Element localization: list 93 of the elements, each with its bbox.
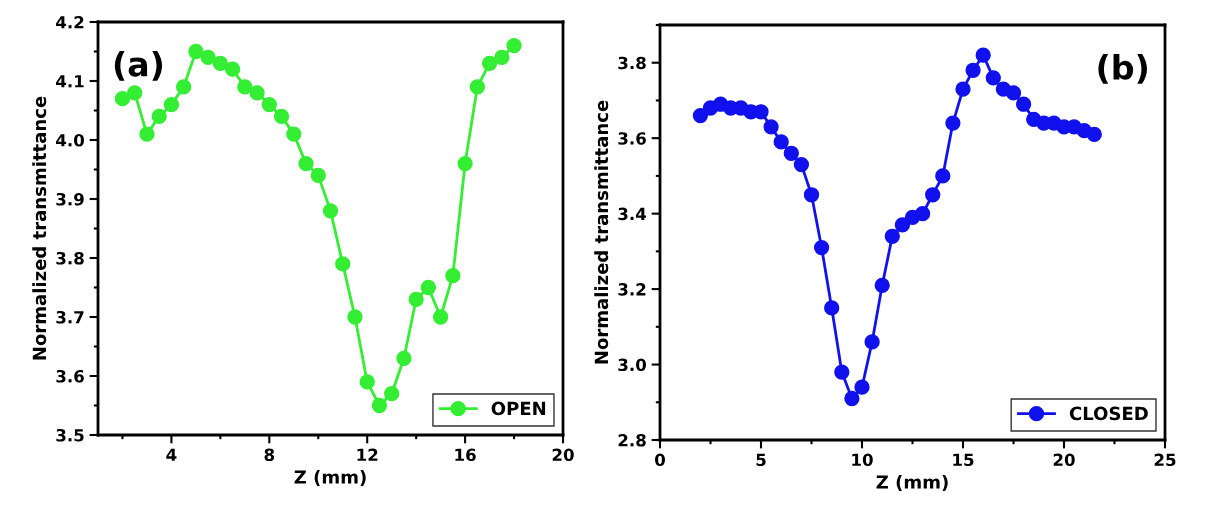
x-axis-title: Z (mm) <box>876 474 948 491</box>
x-tick-label: 8 <box>264 448 275 462</box>
y-tick-label: 3.9 <box>56 192 84 206</box>
point <box>945 115 961 131</box>
x-axis-title: Z (mm) <box>294 469 366 486</box>
point <box>408 291 424 307</box>
point <box>692 107 709 124</box>
legend-label: CLOSED <box>1069 406 1148 421</box>
point <box>1015 96 1032 112</box>
point <box>914 205 931 222</box>
point <box>469 79 485 95</box>
point <box>127 85 143 101</box>
point <box>212 55 229 71</box>
y-tick-label: 3.0 <box>618 358 647 372</box>
point <box>1005 85 1022 101</box>
y-tick-label: 2.8 <box>618 433 646 447</box>
annotation: (b) <box>1098 54 1147 84</box>
y-axis-title: Normalized transmittance <box>594 100 609 364</box>
point <box>237 79 253 95</box>
point <box>310 167 326 184</box>
y-tick-label: 3.6 <box>618 132 646 145</box>
point <box>335 256 351 272</box>
point <box>864 334 880 350</box>
legend-label: OPEN <box>491 401 546 416</box>
y-tick-label: 3.8 <box>56 251 84 265</box>
point <box>188 43 204 60</box>
point <box>824 300 840 316</box>
y-tick-label: 3.8 <box>618 56 646 70</box>
point <box>273 108 290 125</box>
point <box>151 108 167 125</box>
point <box>894 217 911 233</box>
point <box>420 279 437 296</box>
x-tick-label: 20 <box>552 448 574 462</box>
y-tick-label: 4.1 <box>56 75 84 88</box>
point <box>975 47 991 63</box>
point <box>286 126 302 142</box>
point <box>1086 126 1102 143</box>
point <box>249 85 265 101</box>
point <box>457 155 473 172</box>
point <box>803 187 820 203</box>
point <box>753 104 769 120</box>
point <box>844 390 860 407</box>
point <box>200 49 216 66</box>
point <box>955 81 971 97</box>
y-tick-label: 4.0 <box>56 133 85 147</box>
y-tick-label: 3.2 <box>618 283 646 296</box>
point <box>481 55 498 71</box>
point <box>793 156 810 173</box>
point <box>371 397 388 414</box>
point <box>384 386 400 402</box>
x-tick-label: 0 <box>655 453 665 467</box>
point <box>834 364 850 380</box>
point <box>763 119 779 135</box>
point <box>322 203 339 219</box>
point <box>224 61 241 77</box>
point <box>139 126 155 142</box>
point <box>445 268 461 284</box>
point <box>494 49 510 66</box>
y-tick-label: 4.2 <box>56 15 84 29</box>
point <box>925 187 941 203</box>
x-tick-label: 20 <box>1053 453 1075 467</box>
y-tick-label: 3.4 <box>618 207 647 221</box>
point <box>874 277 890 293</box>
point <box>773 134 789 150</box>
point <box>261 96 277 113</box>
point <box>506 37 522 54</box>
point <box>176 79 192 95</box>
point <box>813 239 830 256</box>
point <box>396 350 412 366</box>
point <box>347 309 363 325</box>
point <box>359 374 375 390</box>
point <box>985 70 1001 86</box>
x-tick-label: 16 <box>455 448 476 462</box>
annotation: (a) <box>114 50 163 81</box>
x-tick-label: 25 <box>1154 453 1176 467</box>
x-tick-label: 5 <box>756 453 766 467</box>
y-tick-label: 3.7 <box>56 310 84 324</box>
x-tick-label: 4 <box>166 448 177 461</box>
point <box>163 96 180 113</box>
x-tick-label: 12 <box>357 448 378 461</box>
y-tick-label: 3.5 <box>56 428 84 442</box>
point <box>935 168 951 184</box>
y-axis-title: Normalized transmittance <box>32 96 47 360</box>
point <box>854 379 870 395</box>
point <box>432 309 449 325</box>
point <box>965 62 981 78</box>
point <box>114 91 131 107</box>
point <box>884 228 900 244</box>
y-tick-label: 3.6 <box>56 369 84 383</box>
x-tick-label: 15 <box>953 453 974 467</box>
point <box>783 145 799 161</box>
x-tick-label: 10 <box>852 453 873 467</box>
point <box>298 155 314 172</box>
